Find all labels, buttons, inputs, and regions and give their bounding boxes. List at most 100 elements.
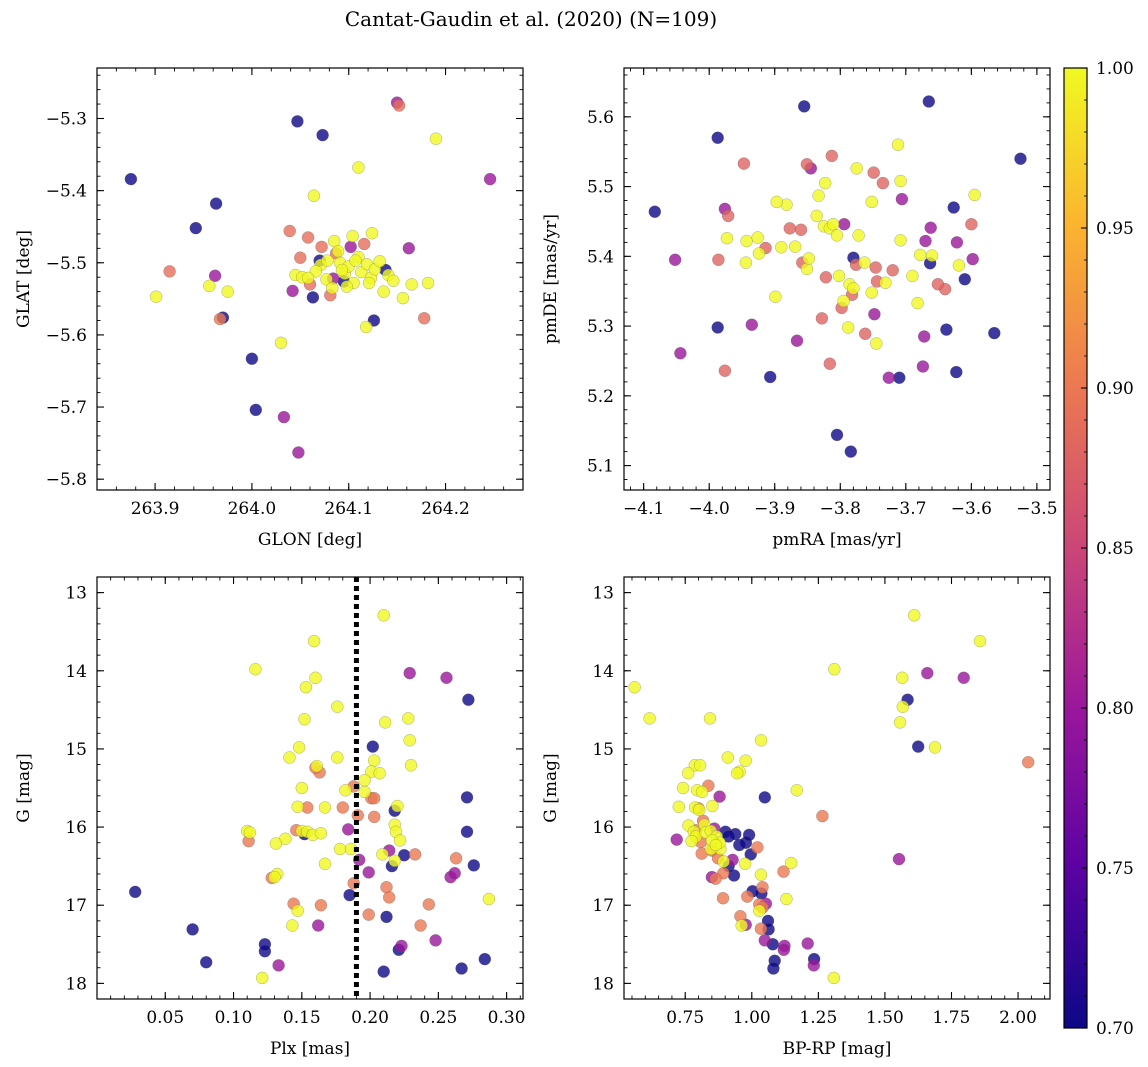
scatter-point — [378, 716, 392, 729]
x-tick-label: 264.0 — [228, 499, 277, 519]
scatter-point — [674, 347, 687, 360]
scatter-point — [754, 922, 768, 935]
scatter-point — [368, 792, 381, 805]
scatter-point — [429, 934, 442, 947]
axes-frame — [96, 576, 524, 1000]
scatter-point — [668, 253, 682, 266]
scatter-point — [952, 259, 966, 272]
scatter-point — [830, 428, 844, 442]
scatter-point — [703, 712, 717, 725]
x-tick-label: 1.50 — [866, 1008, 904, 1028]
y-tick-label: 17 — [65, 896, 87, 916]
scatter-point — [911, 296, 924, 310]
scatter-point — [314, 827, 328, 840]
scatter-point — [906, 269, 919, 283]
x-tick-label: 1.25 — [799, 1008, 837, 1028]
scatter-point — [373, 255, 386, 268]
scatter-point — [339, 784, 352, 797]
scatter-point — [918, 330, 931, 343]
scatter-point — [895, 192, 909, 206]
scatter-point — [391, 799, 404, 813]
scatter-point — [850, 162, 863, 175]
scatter-point — [767, 962, 780, 975]
scatter-point — [775, 241, 788, 254]
scatter-point — [790, 334, 804, 347]
scatter-point — [269, 837, 283, 850]
scatter-points — [648, 95, 1027, 458]
colorbar-ticks: 0.70 0.75 0.80 0.85 0.90 0.95 1.00 — [1081, 59, 1134, 1039]
scatter-point — [844, 445, 857, 458]
y-tick-label: 16 — [592, 818, 614, 838]
scatter-point — [283, 751, 296, 764]
scatter-point — [891, 138, 905, 151]
scatter-point — [256, 971, 269, 985]
scatter-point — [387, 274, 400, 287]
scatter-point — [826, 217, 840, 231]
y-tick-label: 18 — [65, 974, 87, 994]
scatter-point — [912, 740, 925, 753]
x-tick-label: 264.1 — [324, 499, 373, 519]
scatter-point — [828, 663, 841, 676]
scatter-point — [272, 959, 285, 972]
scatter-point — [921, 666, 934, 680]
scatter-point — [362, 276, 376, 290]
scatter-point — [783, 222, 796, 235]
scatter-point — [301, 231, 315, 244]
scatter-point — [816, 809, 829, 823]
scatter-point — [870, 337, 883, 350]
scatter-point — [931, 278, 945, 291]
y-tick-label: 5.1 — [587, 457, 614, 477]
scatter-point — [268, 870, 281, 884]
colorbar-tick-label: 0.95 — [1096, 219, 1134, 239]
scatter-point — [362, 866, 375, 879]
scatter-point — [467, 859, 480, 872]
scatter-points — [128, 609, 496, 985]
scatter-point — [693, 803, 706, 817]
scatter-point — [894, 174, 907, 188]
scatter-panel-pmra-pmde: −4.1 −4.0 −3.9 −3.8 −3.7 −3.6 −3.5 5.6 5.5 5.4 5.3… — [541, 67, 1058, 550]
scatter-point — [950, 236, 964, 249]
scatter-point — [882, 371, 895, 384]
x-axis-label: GLON [deg] — [258, 530, 362, 550]
scatter-point — [695, 785, 709, 799]
scatter-point — [785, 856, 798, 870]
scatter-point — [709, 872, 722, 885]
scatter-point — [711, 321, 724, 334]
x-tick-label: −3.7 — [885, 499, 926, 519]
x-tick-label: −3.5 — [1016, 499, 1057, 519]
scatter-point — [868, 308, 881, 321]
scatter-point — [823, 357, 836, 370]
x-tick-label: −4.0 — [689, 499, 730, 519]
scatter-point — [299, 681, 313, 694]
x-tick-label: 264.2 — [421, 499, 470, 519]
scatter-point — [769, 290, 782, 303]
scatter-point — [827, 971, 840, 985]
scatter-point — [342, 823, 355, 836]
scatter-point — [914, 248, 927, 262]
scatter-point — [314, 899, 328, 912]
y-tick-label: 5.2 — [587, 387, 614, 407]
scatter-point — [124, 172, 138, 186]
scatter-point — [414, 919, 427, 932]
scatter-point — [331, 700, 344, 713]
scatter-point — [199, 956, 213, 969]
scatter-point — [221, 285, 234, 298]
scatter-point — [149, 290, 163, 303]
scatter-point — [958, 273, 971, 286]
x-axis-label: pmRA [mas/yr] — [772, 530, 901, 550]
scatter-point — [310, 759, 323, 773]
scatter-point — [717, 855, 730, 868]
scatter-point — [128, 885, 142, 899]
scatter-point — [739, 754, 752, 767]
axes-frame — [623, 576, 1051, 1000]
scatter-point — [294, 251, 307, 264]
scatter-point — [336, 801, 349, 814]
scatter-point — [672, 800, 685, 813]
scatter-point — [777, 943, 790, 956]
scatter-point — [752, 247, 766, 260]
scatter-point — [331, 751, 344, 764]
scatter-point — [928, 741, 942, 754]
scatter-point — [876, 176, 890, 190]
scatter-point — [402, 242, 415, 255]
scatter-point — [358, 785, 371, 799]
